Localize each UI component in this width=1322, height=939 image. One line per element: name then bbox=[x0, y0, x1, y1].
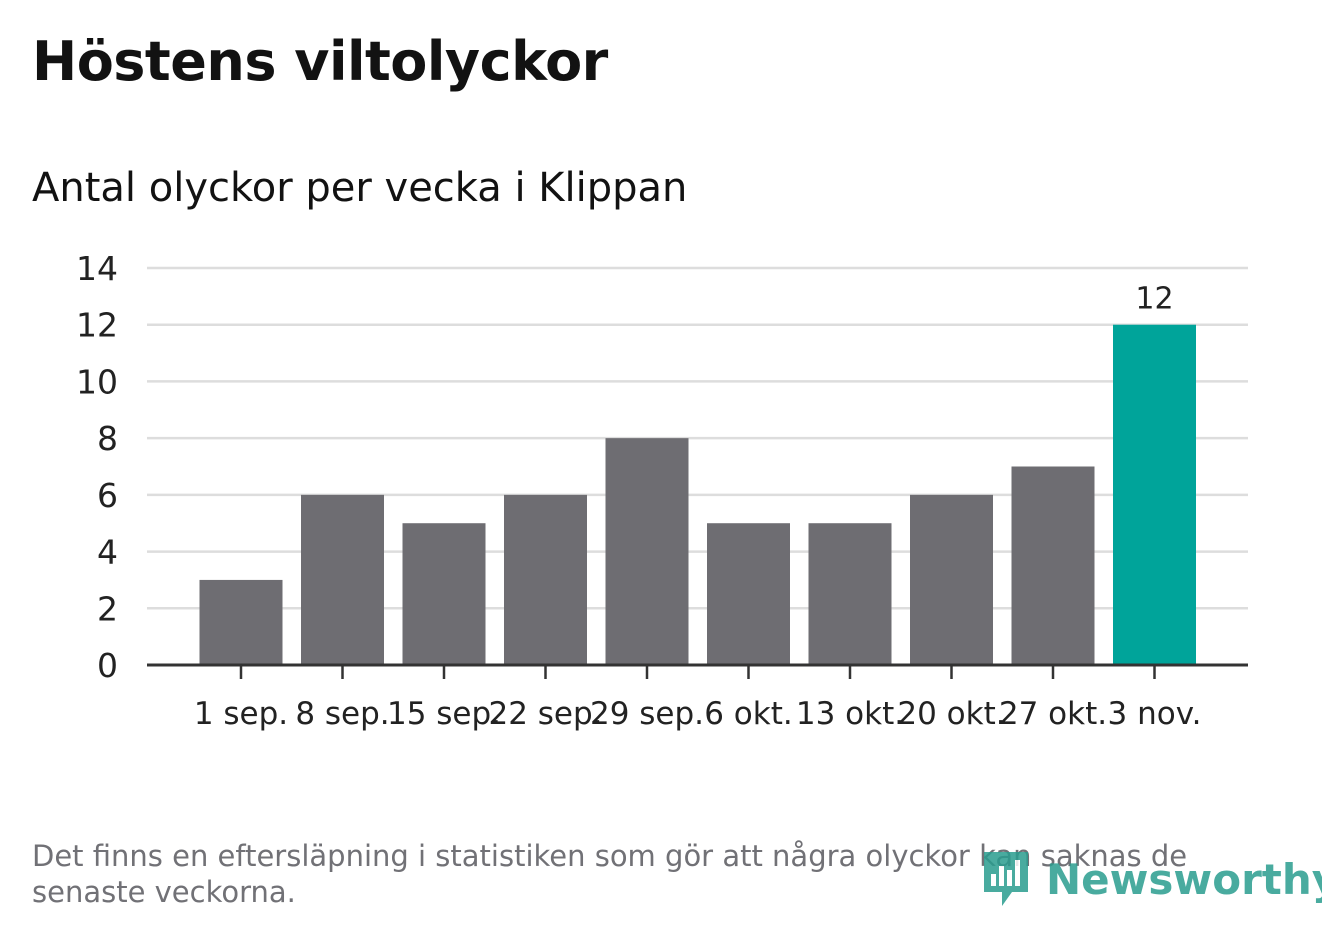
x-tick-label: 29 sep. bbox=[590, 696, 704, 732]
x-tick-label: 15 sep. bbox=[387, 696, 501, 732]
y-tick-label: 6 bbox=[97, 476, 118, 515]
x-tick-label: 22 sep. bbox=[488, 696, 602, 732]
brand-logo: Newsworthy bbox=[980, 848, 1322, 910]
chart-title: Höstens viltolyckor bbox=[32, 30, 608, 93]
x-tick-label: 3 nov. bbox=[1108, 696, 1202, 732]
y-tick-label: 4 bbox=[97, 533, 118, 572]
chart-subtitle: Antal olyckor per vecka i Klippan bbox=[32, 165, 688, 211]
bar bbox=[707, 523, 790, 665]
newsworthy-logo-icon bbox=[984, 852, 1028, 906]
x-tick-label: 6 okt. bbox=[704, 696, 793, 732]
brand-name: Newsworthy bbox=[1046, 854, 1322, 904]
data-label: 12 bbox=[1135, 282, 1173, 317]
bar bbox=[1113, 324, 1196, 665]
x-tick-label: 8 sep. bbox=[295, 696, 389, 732]
y-tick-label: 12 bbox=[76, 306, 118, 345]
y-tick-label: 2 bbox=[97, 589, 118, 628]
bar bbox=[199, 579, 283, 665]
bar bbox=[301, 494, 384, 665]
bar bbox=[910, 494, 993, 665]
bar bbox=[808, 523, 892, 665]
y-tick-label: 14 bbox=[76, 249, 118, 288]
x-tick-label: 13 okt. bbox=[796, 696, 904, 732]
bar bbox=[605, 438, 689, 665]
x-tick-label: 27 okt. bbox=[999, 696, 1107, 732]
y-tick-label: 10 bbox=[76, 362, 118, 401]
x-tick-label: 20 okt. bbox=[897, 696, 1005, 732]
bar bbox=[402, 523, 486, 665]
x-tick-label: 1 sep. bbox=[194, 696, 288, 732]
bar bbox=[504, 494, 587, 665]
y-tick-label: 0 bbox=[97, 646, 118, 685]
y-tick-label: 8 bbox=[97, 419, 118, 458]
bar bbox=[1011, 466, 1095, 665]
